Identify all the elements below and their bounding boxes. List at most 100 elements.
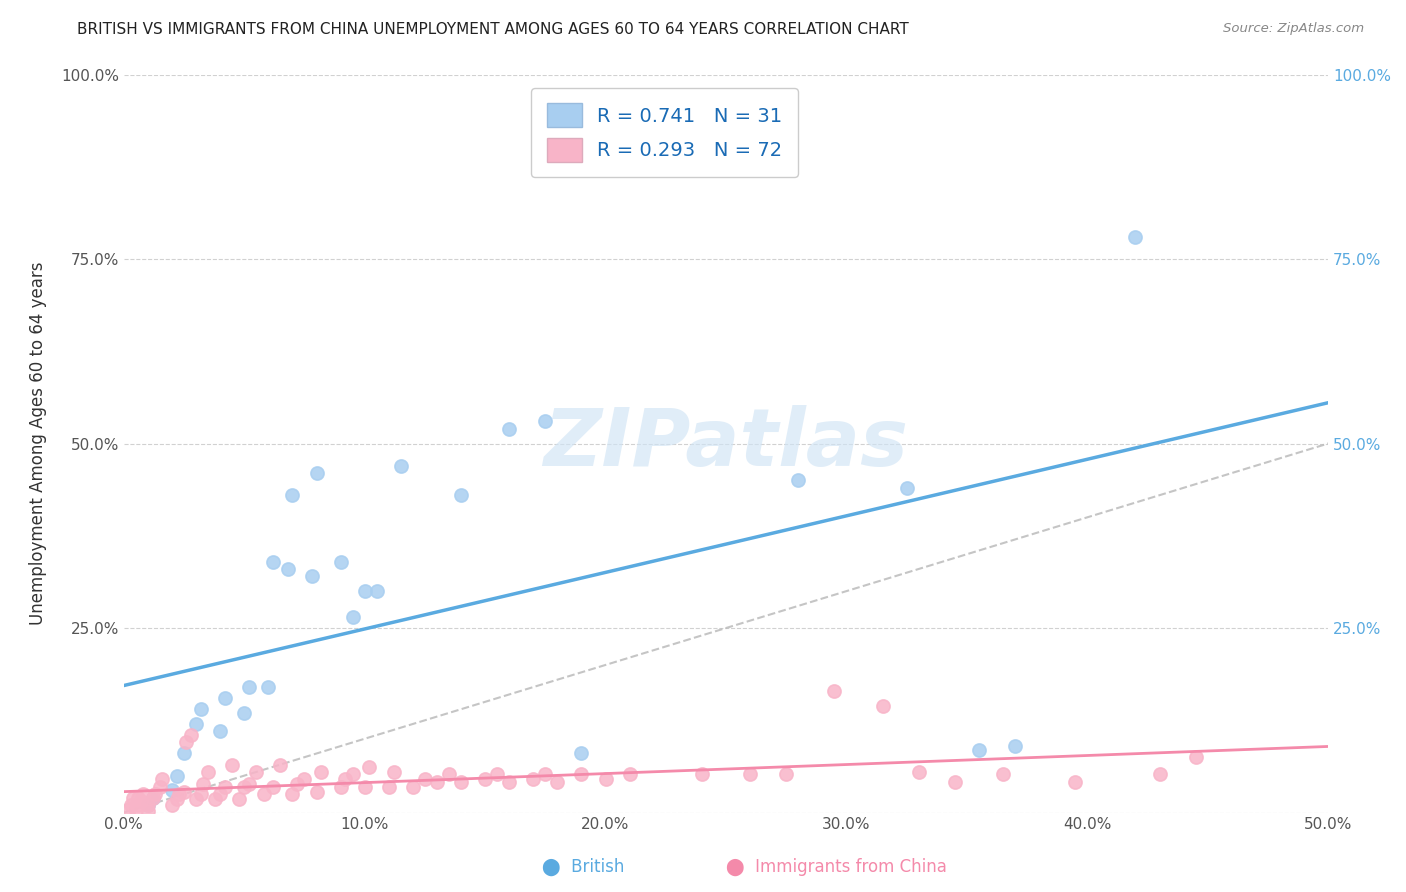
Point xyxy=(173,785,195,799)
Point xyxy=(329,780,352,794)
Point xyxy=(896,481,918,495)
Point xyxy=(534,414,557,428)
Point xyxy=(738,767,761,781)
Point xyxy=(184,717,207,731)
Point xyxy=(238,777,260,791)
Point xyxy=(180,728,202,742)
Point xyxy=(342,610,364,624)
Point xyxy=(167,787,190,801)
Point xyxy=(305,785,328,799)
Point xyxy=(160,783,183,797)
Point xyxy=(285,777,308,791)
Point xyxy=(1004,739,1026,753)
Point xyxy=(595,772,617,787)
Y-axis label: Unemployment Among Ages 60 to 64 years: Unemployment Among Ages 60 to 64 years xyxy=(30,261,46,625)
Point xyxy=(294,772,316,787)
Point xyxy=(204,792,226,806)
Point xyxy=(474,772,496,787)
Point xyxy=(943,774,966,789)
Point xyxy=(498,422,520,436)
Point xyxy=(335,772,357,787)
Point xyxy=(342,767,364,781)
Point xyxy=(132,787,155,801)
Point xyxy=(184,792,207,806)
Point xyxy=(775,767,797,781)
Point xyxy=(305,466,328,480)
Point xyxy=(228,792,250,806)
Point xyxy=(991,767,1014,781)
Point xyxy=(233,706,256,720)
Point xyxy=(281,488,304,502)
Point xyxy=(262,555,284,569)
Point xyxy=(690,767,713,781)
Point xyxy=(173,747,195,761)
Point xyxy=(281,787,304,801)
Point xyxy=(166,769,188,783)
Point xyxy=(498,774,520,789)
Point xyxy=(359,760,381,774)
Point xyxy=(176,735,198,749)
Point xyxy=(245,764,267,779)
Point xyxy=(450,774,472,789)
Point xyxy=(1184,750,1206,764)
Point xyxy=(125,803,148,817)
Point xyxy=(534,767,557,781)
Point xyxy=(122,790,145,805)
Point xyxy=(413,772,436,787)
Text: BRITISH VS IMMIGRANTS FROM CHINA UNEMPLOYMENT AMONG AGES 60 TO 64 YEARS CORRELAT: BRITISH VS IMMIGRANTS FROM CHINA UNEMPLO… xyxy=(77,22,910,37)
Point xyxy=(193,777,215,791)
Point xyxy=(277,562,299,576)
Text: ⬤  Immigrants from China: ⬤ Immigrants from China xyxy=(725,858,948,876)
Point xyxy=(450,488,472,502)
Point xyxy=(619,767,641,781)
Point xyxy=(329,555,352,569)
Point xyxy=(311,764,333,779)
Point xyxy=(190,702,212,716)
Point xyxy=(301,569,323,583)
Point xyxy=(378,780,401,794)
Point xyxy=(127,790,149,805)
Point xyxy=(1149,767,1171,781)
Point xyxy=(129,795,152,809)
Point xyxy=(486,767,509,781)
Point xyxy=(967,743,990,757)
Point xyxy=(233,780,256,794)
Point xyxy=(522,772,544,787)
Point xyxy=(546,774,568,789)
Point xyxy=(571,767,593,781)
Point xyxy=(787,474,810,488)
Point xyxy=(142,790,165,805)
Text: ZIPatlas: ZIPatlas xyxy=(544,405,908,483)
Point xyxy=(143,787,166,801)
Point xyxy=(221,757,243,772)
Point xyxy=(353,780,375,794)
Point xyxy=(150,772,173,787)
Point xyxy=(437,767,460,781)
Point xyxy=(353,584,375,599)
Point xyxy=(120,798,142,813)
Point xyxy=(1064,774,1087,789)
Point xyxy=(402,780,425,794)
Point xyxy=(209,724,232,739)
Point xyxy=(257,680,280,694)
Point xyxy=(907,764,929,779)
Point xyxy=(166,792,188,806)
Point xyxy=(382,764,405,779)
Point xyxy=(190,787,212,801)
Point xyxy=(127,798,149,813)
Point xyxy=(238,680,260,694)
Point xyxy=(136,798,159,813)
Point xyxy=(160,798,183,813)
Point xyxy=(136,798,159,813)
Text: Source: ZipAtlas.com: Source: ZipAtlas.com xyxy=(1223,22,1364,36)
Point xyxy=(252,787,274,801)
Point xyxy=(214,780,236,794)
Point xyxy=(117,802,139,816)
Text: ⬤  British: ⬤ British xyxy=(543,858,624,876)
Point xyxy=(389,458,412,473)
Point xyxy=(426,774,449,789)
Point xyxy=(262,780,284,794)
Point xyxy=(1125,230,1147,244)
Point xyxy=(571,747,593,761)
Point xyxy=(366,584,388,599)
